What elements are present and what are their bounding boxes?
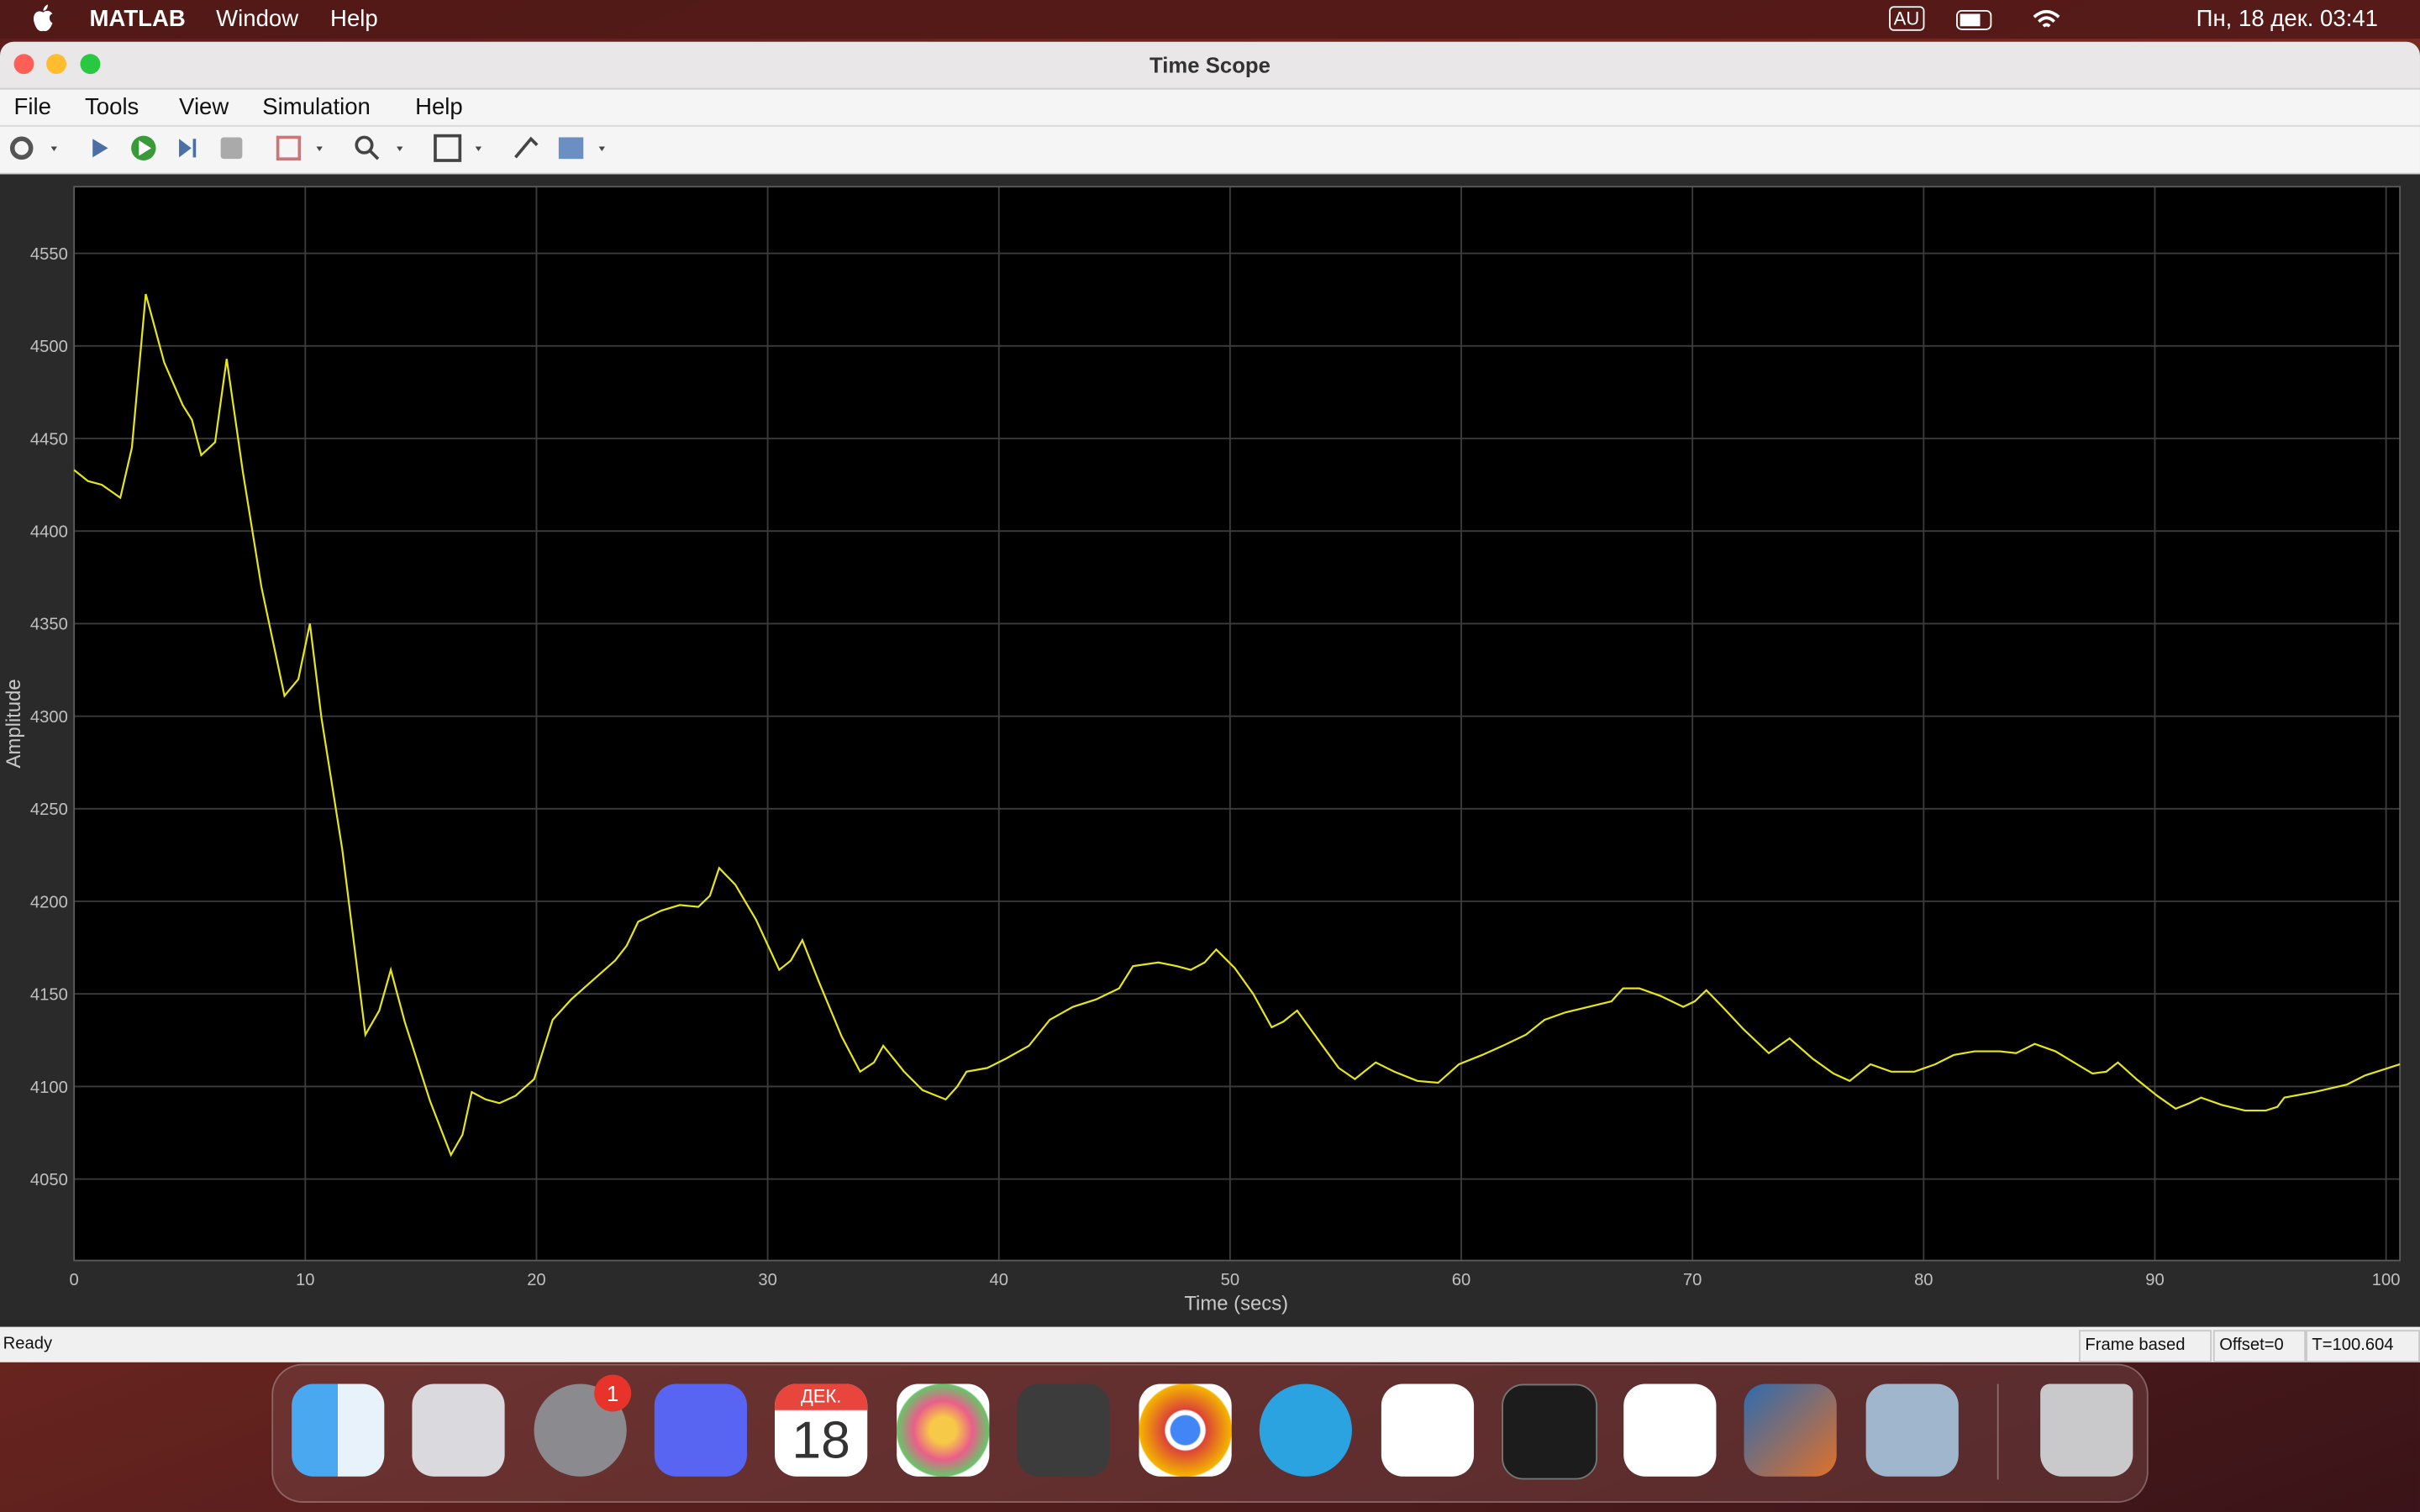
autoscale-button[interactable] xyxy=(434,134,462,162)
menu-item[interactable]: File xyxy=(13,94,51,121)
menu-item[interactable]: View xyxy=(179,94,229,121)
y-tick-label: 4550 xyxy=(30,245,68,264)
terminal-icon[interactable] xyxy=(1502,1383,1598,1480)
x-tick-label: 10 xyxy=(296,1271,314,1289)
calendar-month: ДЕК. xyxy=(775,1383,868,1410)
dock-separator xyxy=(1996,1383,1999,1480)
app-menu[interactable]: MATLAB xyxy=(89,6,186,33)
photos-icon[interactable] xyxy=(897,1383,990,1477)
y-tick-label: 4450 xyxy=(30,430,68,449)
status-cell: T=100.604 xyxy=(2306,1330,2420,1362)
vscode-icon[interactable] xyxy=(1381,1383,1475,1477)
trigger-button[interactable] xyxy=(514,136,539,159)
scope-display: Time (secs) Amplitude 405041004150420042… xyxy=(0,174,2420,1326)
status-text: T=100.604 xyxy=(2312,1336,2394,1355)
x-axis-label: Time (secs) xyxy=(1184,1292,1288,1315)
menu-item[interactable]: Help xyxy=(415,94,463,121)
y-tick-label: 4050 xyxy=(30,1171,68,1189)
status-text: Frame based xyxy=(2085,1336,2186,1355)
battery-icon[interactable] xyxy=(1955,9,1998,31)
chrome-icon[interactable] xyxy=(1139,1383,1232,1477)
y-tick-label: 4150 xyxy=(30,986,68,1005)
minimize-button[interactable] xyxy=(46,54,66,75)
matlab-icon[interactable] xyxy=(1744,1383,1837,1477)
toolbar xyxy=(0,126,2420,175)
measure-button[interactable] xyxy=(558,137,584,160)
status-cell: Frame based xyxy=(2079,1330,2212,1362)
dock: 1 ДЕК. 18 xyxy=(271,1363,2149,1503)
wifi-icon[interactable] xyxy=(2031,8,2062,31)
menu-bar: MATLAB Window Help AU Пн, 18 дек. 03:41 xyxy=(0,0,2420,39)
plot-area xyxy=(74,186,2401,1261)
apple-icon[interactable] xyxy=(31,4,55,34)
window-title: Time Scope xyxy=(1150,52,1270,77)
menu-item[interactable]: Help xyxy=(330,6,378,33)
launchpad-icon[interactable] xyxy=(412,1383,505,1477)
finder-icon[interactable] xyxy=(292,1383,385,1477)
x-tick-label: 30 xyxy=(758,1271,776,1289)
input-source[interactable]: AU xyxy=(1889,6,1924,31)
close-button[interactable] xyxy=(13,54,34,75)
x-tick-label: 80 xyxy=(1914,1271,1933,1289)
x-tick-label: 20 xyxy=(527,1271,545,1289)
zoom-button[interactable] xyxy=(80,54,101,75)
y-tick-label: 4350 xyxy=(30,616,68,634)
menu-item[interactable]: Simulation xyxy=(262,94,371,121)
stop-button[interactable] xyxy=(220,137,243,160)
status-cell: Offset=0 xyxy=(2212,1330,2307,1362)
y-tick-label: 4400 xyxy=(30,523,68,542)
status-bar: Ready Frame based Offset=0 T=100.604 xyxy=(0,1326,2420,1362)
x-tick-label: 70 xyxy=(1683,1271,1702,1289)
step-back-button[interactable] xyxy=(92,139,108,158)
y-tick-label: 4300 xyxy=(30,708,68,727)
highlight-button[interactable] xyxy=(276,135,302,161)
x-tick-label: 60 xyxy=(1452,1271,1470,1289)
y-axis-label: Amplitude xyxy=(3,679,25,768)
x-tick-label: 100 xyxy=(2372,1271,2401,1289)
freeform-icon[interactable] xyxy=(1623,1383,1717,1477)
trash-icon[interactable] xyxy=(2040,1383,2133,1477)
zoom-button[interactable] xyxy=(355,135,374,155)
plot-frame xyxy=(73,186,2402,1262)
x-tick-label: 40 xyxy=(990,1271,1008,1289)
x-tick-label: 0 xyxy=(70,1271,79,1289)
calendar-icon[interactable]: ДЕК. 18 xyxy=(775,1383,868,1477)
telegram-icon[interactable] xyxy=(1259,1383,1352,1477)
signal-line xyxy=(73,293,2401,1158)
step-forward-button[interactable] xyxy=(179,139,197,158)
window-menu-bar: File Tools View Simulation Help xyxy=(0,89,2420,127)
time-scope-window: Time Scope File Tools View Simulation He… xyxy=(0,41,2420,1362)
notification-badge: 1 xyxy=(594,1374,632,1412)
calendar-day: 18 xyxy=(792,1411,850,1471)
discord-icon[interactable] xyxy=(654,1383,747,1477)
toolbar-icons xyxy=(9,134,605,162)
title-bar: Time Scope xyxy=(0,41,2420,90)
status-text: Ready xyxy=(3,1334,53,1353)
y-tick-label: 4100 xyxy=(30,1079,68,1097)
x-tick-label: 50 xyxy=(1221,1271,1239,1289)
y-tick-label: 4250 xyxy=(30,801,68,819)
y-tick-label: 4500 xyxy=(30,338,68,356)
sublime-icon[interactable] xyxy=(1017,1383,1110,1477)
preview-icon[interactable] xyxy=(1865,1383,1959,1477)
menu-item[interactable]: Tools xyxy=(85,94,139,121)
status-text: Offset=0 xyxy=(2219,1336,2284,1355)
settings-button[interactable] xyxy=(9,136,34,160)
menu-item[interactable]: Window xyxy=(216,6,299,33)
y-tick-label: 4200 xyxy=(30,893,68,911)
x-tick-label: 90 xyxy=(2145,1271,2164,1289)
clock[interactable]: Пн, 18 дек. 03:41 xyxy=(2196,6,2378,33)
